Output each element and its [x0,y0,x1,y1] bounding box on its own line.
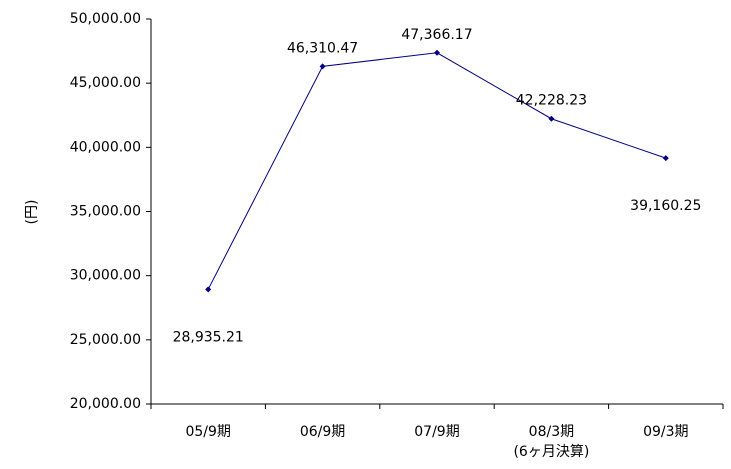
data-label: 28,935.21 [173,329,244,345]
point [662,155,669,162]
x-tick-label: 07/9期 [414,424,459,440]
data-label: 46,310.47 [287,40,358,56]
point [205,286,212,293]
y-tick-label: 35,000.00 [70,204,141,220]
data-label: 39,160.25 [630,198,701,214]
data-label: 42,228.23 [516,93,587,109]
y-tick-label: 20,000.00 [70,396,141,412]
y-tick-label: 25,000.00 [70,332,141,348]
x-tick-label: 06/9期 [300,424,345,440]
y-tick-label: 50,000.00 [70,11,141,27]
x-tick-label: 05/9期 [185,424,230,440]
x-tick-label: 08/3期(6ヶ月決算) [513,424,589,460]
y-tick-label: 45,000.00 [70,75,141,91]
point [319,63,326,70]
y-axis-label: (円) [24,200,40,225]
y-tick-label: 30,000.00 [70,268,141,284]
y-tick-label: 40,000.00 [70,139,141,155]
point [434,49,440,56]
point [548,115,555,122]
data-label: 47,366.17 [401,27,472,43]
line [207,52,666,290]
x-tick-label: 09/3期 [643,424,688,440]
